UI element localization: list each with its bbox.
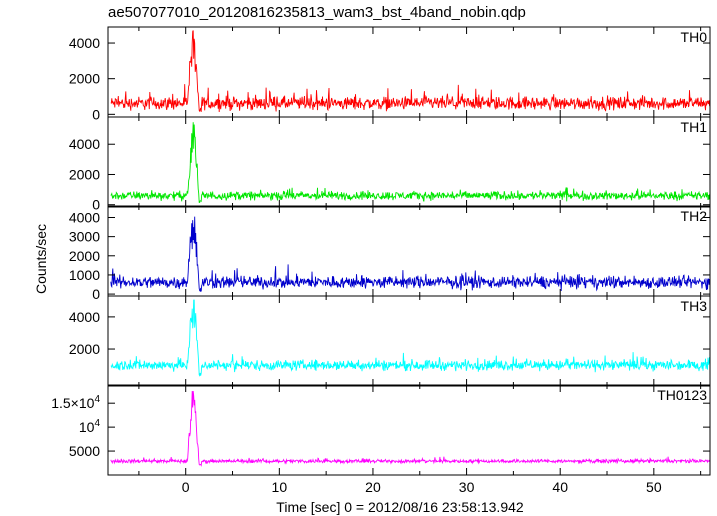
panel-frame bbox=[107, 295, 711, 387]
y-tick-label: 104 bbox=[79, 418, 101, 435]
x-tick-label: 40 bbox=[552, 479, 568, 495]
panel-frame bbox=[107, 116, 711, 208]
x-tick-label: 30 bbox=[459, 479, 475, 495]
series-line-th0123 bbox=[110, 390, 711, 467]
panel-label: TH0 bbox=[681, 29, 708, 45]
y-tick-label: 4000 bbox=[69, 35, 100, 51]
panel-label: TH3 bbox=[681, 298, 708, 314]
series-line-th3 bbox=[110, 299, 711, 377]
panel-label: TH2 bbox=[681, 208, 708, 224]
panel-th1: TH1 0 2000 4000 bbox=[69, 116, 711, 213]
y-tick-label: 2000 bbox=[69, 248, 100, 264]
y-axis-label: Counts/sec bbox=[33, 224, 49, 294]
panel-frame bbox=[107, 384, 711, 476]
panels: TH0 0 2000 4000 TH1 0 2000 4000 TH2 0 1000 2000 3000… bbox=[51, 26, 711, 495]
y-tick-label: 2000 bbox=[69, 71, 100, 87]
y-tick-label: 1000 bbox=[69, 267, 100, 283]
y-tick-label: 5000 bbox=[69, 443, 100, 459]
panel-th0: TH0 0 2000 4000 bbox=[69, 26, 711, 122]
y-tick-label: 4000 bbox=[69, 309, 100, 325]
series-line-th0 bbox=[110, 30, 711, 113]
chart-title: ae507077010_20120816235813_wam3_bst_4ban… bbox=[108, 4, 526, 21]
y-tick-label: 0 bbox=[92, 106, 100, 122]
x-tick-label: 50 bbox=[646, 479, 662, 495]
series-line-th1 bbox=[110, 122, 711, 203]
x-tick-label: 10 bbox=[272, 479, 288, 495]
panel-label: TH0123 bbox=[657, 387, 707, 403]
x-axis-label: Time [sec] 0 = 2012/08/16 23:58:13.942 bbox=[276, 499, 524, 515]
y-tick-label: 2000 bbox=[69, 166, 100, 182]
panel-th2: TH2 0 1000 2000 3000 4000 bbox=[69, 205, 711, 302]
y-tick-label: 1.5×104 bbox=[51, 394, 100, 411]
y-tick-label: 4000 bbox=[69, 209, 100, 225]
series-line-th2 bbox=[110, 216, 711, 293]
panel-label: TH1 bbox=[681, 119, 708, 135]
y-tick-label: 2000 bbox=[69, 341, 100, 357]
panel-th3: TH3 2000 4000 bbox=[69, 295, 711, 387]
y-tick-label: 0 bbox=[92, 197, 100, 213]
x-tick-label: 20 bbox=[365, 479, 381, 495]
x-tick-label: 0 bbox=[182, 479, 190, 495]
y-tick-label: 4000 bbox=[69, 136, 100, 152]
panel-th0123: TH0123 5000 104 1.5×104 bbox=[51, 384, 711, 476]
y-tick-label: 0 bbox=[92, 286, 100, 302]
y-tick-label: 3000 bbox=[69, 229, 100, 245]
